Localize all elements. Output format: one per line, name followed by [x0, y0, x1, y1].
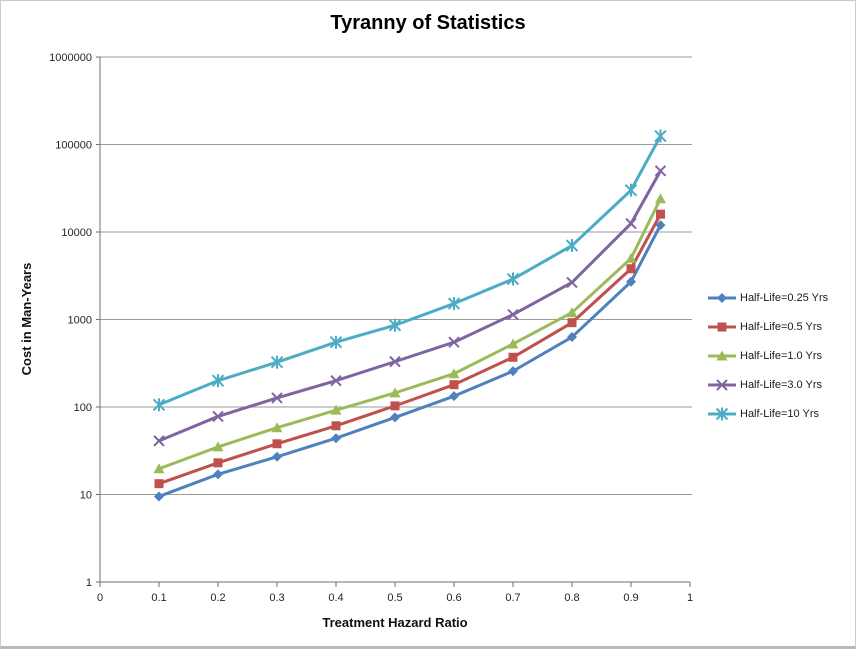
data-point-marker-x: [389, 355, 401, 368]
legend: Half-Life=0.25 Yrs Half-Life=0.5 Yrs Half-…: [707, 283, 828, 428]
data-point-marker-x: [566, 276, 578, 289]
data-point-marker-x: [654, 165, 667, 177]
asterisk-legend-marker-icon: [708, 407, 736, 420]
y-tick-label: 10: [80, 490, 92, 502]
legend-label: Half-Life=10 Yrs: [740, 407, 819, 420]
x-tick-label: 0.5: [387, 592, 402, 604]
data-point-marker-square: [449, 380, 459, 390]
triangle-legend-marker-icon: [708, 350, 736, 361]
data-point-marker-square: [508, 352, 518, 362]
x-axis-title: Treatment Hazard Ratio: [322, 615, 468, 630]
data-point-marker-diamond: [331, 433, 341, 444]
data-point-marker-triangle: [716, 350, 728, 361]
data-point-marker-square: [626, 264, 636, 274]
x-tick-label: 0.2: [210, 592, 225, 604]
x-tick-label: 0.1: [151, 592, 166, 604]
y-tick-label: 1000: [68, 315, 92, 327]
data-point-marker-triangle: [271, 422, 283, 433]
data-point-marker-diamond: [508, 366, 518, 377]
series-half-life-0.25-yrs: [154, 220, 666, 502]
data-point-marker-square: [272, 439, 282, 449]
y-tick-label: 100: [74, 402, 92, 414]
data-point-marker-triangle: [389, 387, 401, 398]
series-line: [157, 134, 662, 407]
data-point-marker-x: [448, 336, 460, 348]
data-point-marker-x: [507, 308, 519, 321]
series-half-life-0.5-yrs: [154, 209, 665, 489]
data-point-marker-triangle: [330, 404, 342, 415]
data-point-marker-diamond: [154, 491, 164, 502]
data-point-marker-diamond: [626, 276, 636, 287]
data-point-marker-triangle: [153, 463, 165, 474]
legend-item-half-life-0.25-yrs: Half-Life=0.25 Yrs: [707, 283, 828, 312]
legend-item-half-life-3.0-yrs: Half-Life=3.0 Yrs: [707, 370, 828, 399]
x-tick-label: 1: [687, 592, 693, 604]
data-point-marker-diamond: [390, 412, 400, 423]
x-tick-label: 0.4: [328, 592, 343, 604]
legend-label: Half-Life=1.0 Yrs: [740, 349, 823, 362]
legend-label: Half-Life=0.5 Yrs: [740, 320, 823, 333]
data-point-marker-triangle: [625, 252, 637, 263]
data-point-marker-square: [390, 401, 400, 411]
data-point-marker-diamond: [717, 292, 727, 303]
data-point-marker-square: [567, 318, 577, 328]
x-tick-label: 0.3: [269, 592, 284, 604]
x-tick-label: 0.7: [505, 592, 520, 604]
data-point-marker-diamond: [213, 469, 223, 480]
x-legend-marker-icon: [708, 378, 736, 391]
y-tick-label: 100000: [55, 140, 92, 152]
data-point-marker-diamond: [272, 451, 282, 462]
data-point-marker-square: [656, 209, 665, 219]
series-line: [157, 197, 662, 471]
data-point-marker-x: [153, 435, 165, 447]
data-point-marker-triangle: [655, 193, 666, 204]
data-point-marker-square: [331, 421, 341, 431]
legend-item-half-life-10-yrs: Half-Life=10 Yrs: [707, 399, 828, 428]
data-point-marker-diamond: [449, 391, 459, 402]
data-point-marker-triangle: [566, 307, 578, 318]
series-half-life-1.0-yrs: [153, 193, 666, 474]
x-tick-label: 0.9: [623, 592, 638, 604]
series-line: [157, 169, 662, 443]
data-point-marker-x: [330, 374, 342, 387]
data-point-marker-triangle: [212, 441, 224, 452]
y-tick-label: 1: [86, 577, 92, 589]
x-tick-label: 0: [97, 592, 103, 604]
diamond-legend-marker-icon: [708, 292, 736, 303]
y-tick-label: 1000000: [49, 52, 92, 64]
legend-label: Half-Life=3.0 Yrs: [740, 378, 823, 391]
series-line: [157, 212, 662, 486]
data-point-marker-x: [271, 392, 283, 404]
data-point-marker-x: [625, 217, 637, 230]
series-half-life-3.0-yrs: [153, 165, 667, 447]
data-point-marker-diamond: [567, 332, 577, 343]
legend-item-half-life-0.5-yrs: Half-Life=0.5 Yrs: [707, 312, 828, 341]
data-point-marker-triangle: [507, 338, 519, 349]
data-point-marker-diamond: [655, 220, 666, 231]
data-point-marker-square: [154, 479, 164, 489]
x-tick-label: 0.6: [446, 592, 461, 604]
data-point-marker-x: [716, 378, 728, 391]
legend-label: Half-Life=0.25 Yrs: [740, 291, 829, 304]
x-tick-label: 0.8: [564, 592, 579, 604]
legend-item-half-life-1.0-yrs: Half-Life=1.0 Yrs: [707, 341, 828, 370]
data-point-marker-triangle: [448, 368, 460, 379]
square-legend-marker-icon: [708, 322, 736, 331]
data-point-marker-square: [717, 322, 727, 331]
y-tick-label: 10000: [61, 227, 92, 239]
series-line: [157, 223, 662, 498]
data-point-marker-square: [213, 458, 223, 468]
chart-title: Tyranny of Statistics: [330, 12, 526, 34]
data-point-marker-x: [212, 410, 224, 423]
series-half-life-10-yrs: [152, 129, 667, 412]
